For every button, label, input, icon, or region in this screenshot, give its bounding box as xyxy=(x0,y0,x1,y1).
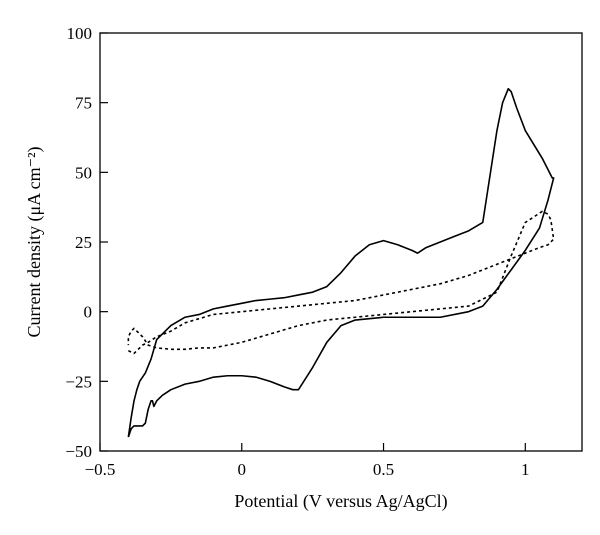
x-tick-label: 0.5 xyxy=(373,460,394,479)
x-axis: −0.5 0 0.5 1 xyxy=(85,443,530,479)
dotted-series-line xyxy=(127,210,555,355)
solid-series-line xyxy=(127,87,555,438)
y-tick-label: 50 xyxy=(75,163,92,182)
y-tick-label: 25 xyxy=(75,233,92,252)
x-tick-label: 0 xyxy=(238,460,247,479)
y-tick-label: −25 xyxy=(65,372,92,391)
y-tick-label: 0 xyxy=(84,303,93,322)
series-layer xyxy=(127,87,555,438)
x-axis-title: Potential (V versus Ag/AgCl) xyxy=(234,491,447,512)
y-axis-title: Current density (μA cm⁻²) xyxy=(24,146,45,337)
y-tick-label: 75 xyxy=(75,94,92,113)
x-tick-label: 1 xyxy=(521,460,530,479)
y-tick-label: 100 xyxy=(67,24,93,43)
x-tick-label: −0.5 xyxy=(85,460,116,479)
y-tick-label: −50 xyxy=(65,442,92,461)
y-axis: −50 −25 0 25 50 75 100 xyxy=(65,24,108,461)
